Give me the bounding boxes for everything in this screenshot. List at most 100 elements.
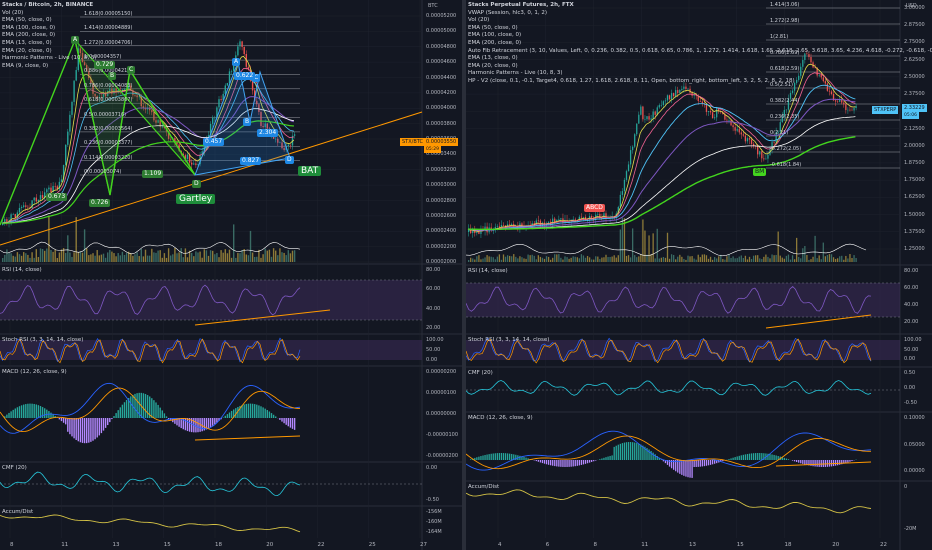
legend-item[interactable]: Vol (20)	[2, 9, 24, 16]
macd-histogram-bar	[644, 446, 646, 460]
volume-bar	[732, 256, 734, 262]
volume-bar	[142, 256, 145, 262]
volume-bar	[722, 259, 724, 262]
macd-histogram-bar	[740, 455, 742, 460]
candle-body	[279, 142, 281, 144]
macd-histogram-bar	[775, 455, 777, 460]
volume-bar	[783, 258, 785, 262]
macd-histogram-bar	[10, 411, 12, 418]
volume-bar	[96, 250, 98, 262]
candle-body	[837, 101, 839, 103]
macd-histogram-bar	[703, 460, 706, 467]
volume-bar	[847, 258, 849, 262]
candle-body	[761, 151, 763, 159]
fib-level-label: -0.272(2.05)	[770, 146, 802, 152]
legend-item[interactable]: EMA (20, close, 0)	[2, 47, 52, 54]
cmf-pane-label: CMF (20)	[2, 465, 27, 471]
macd-histogram-bar	[613, 446, 615, 460]
volume-bar	[793, 259, 796, 262]
macd-histogram-bar	[502, 453, 505, 460]
macd-histogram-bar	[769, 454, 771, 460]
legend-item[interactable]: Auto Fib Retracement (3, 10, Values, Lef…	[468, 47, 932, 54]
legend-item[interactable]: Harmonic Patterns - Live (10, 8, 3)	[468, 70, 563, 77]
legend-item[interactable]: EMA (100, close, 0)	[468, 32, 522, 39]
volume-bar	[642, 219, 644, 262]
macd-histogram-bar	[623, 442, 626, 460]
legend-item[interactable]: HP - V2 (close, 0.1, -0.1, Target4, 0.61…	[468, 77, 795, 84]
macd-histogram-bar	[562, 460, 564, 467]
candle-body	[506, 224, 509, 227]
macd-histogram-bar	[251, 403, 254, 418]
volume-bar	[482, 258, 484, 262]
candle-body	[14, 214, 16, 218]
macd-histogram-bar	[693, 460, 695, 467]
bm-pattern-label: BM	[753, 168, 767, 176]
macd-histogram-bar	[781, 457, 783, 460]
macd-histogram-bar	[241, 405, 243, 418]
legend-item[interactable]: EMA (200, close, 0)	[2, 32, 56, 39]
currency-label: BTC	[428, 3, 438, 9]
candle-body	[820, 74, 822, 78]
volume-bar	[146, 255, 149, 262]
macd-histogram-bar	[121, 404, 124, 418]
volume-bar	[492, 257, 494, 262]
macd-histogram-bar	[262, 407, 264, 418]
date-axis-label: 15	[163, 542, 171, 548]
panel-divider[interactable]	[462, 0, 466, 550]
legend-item[interactable]: EMA (13, close, 0)	[468, 55, 518, 62]
macd-histogram-bar	[201, 418, 203, 432]
legend-item[interactable]: EMA (50, close, 0)	[468, 24, 518, 31]
right-chart-panel[interactable]: Stacks Perpetual Futures, 2h, FTX VWAP (S…	[466, 0, 932, 550]
macd-histogram-bar	[759, 453, 761, 460]
candle-body	[167, 131, 170, 139]
price-axis-label: 2.50000	[904, 73, 925, 80]
volume-bar	[765, 254, 767, 262]
left-chart-panel[interactable]: Stacks / Bitcoin, 2h, BINANCE Vol (20) EMA…	[0, 0, 462, 550]
legend-item[interactable]: EMA (9, close, 0)	[2, 62, 49, 69]
legend-item[interactable]: Stacks Perpetual Futures, 2h, FTX	[468, 2, 574, 8]
macd-histogram-bar	[558, 460, 560, 467]
macd-signal-line	[0, 387, 300, 433]
price-axis-label: 1.25000	[904, 246, 925, 252]
volume-bar	[609, 256, 611, 262]
volume-bar	[188, 250, 191, 262]
legend-item[interactable]: Vol (20)	[468, 17, 490, 24]
legend-item[interactable]: EMA (200, close, 0)	[468, 39, 522, 46]
volume-bar	[547, 256, 550, 262]
candle-body	[748, 138, 751, 140]
volume-bar	[537, 255, 539, 262]
left-chart-canvas[interactable]	[0, 0, 462, 550]
legend-item[interactable]: Stacks / Bitcoin, 2h, BINANCE	[2, 2, 94, 8]
volume-bar	[730, 257, 732, 262]
volume-bar	[268, 249, 271, 262]
volume-bar	[285, 255, 287, 262]
volume-bar	[556, 254, 558, 262]
legend-item[interactable]: EMA (50, close, 0)	[2, 17, 52, 24]
volume-bar	[785, 255, 788, 262]
legend-item[interactable]: VWAP (Session, hlc3, 0, 1, 2)	[468, 9, 548, 16]
candle-body	[142, 106, 145, 109]
macd-histogram-bar	[547, 460, 550, 465]
volume-bar	[787, 254, 790, 262]
date-axis-label: 15	[736, 542, 744, 548]
macd-histogram-bar	[689, 460, 691, 478]
right-chart-canvas[interactable]	[466, 0, 932, 550]
volume-bar	[720, 254, 722, 262]
candle-body	[744, 135, 747, 142]
legend-item[interactable]: EMA (20, close, 0)	[468, 62, 518, 69]
legend-item[interactable]: EMA (100, close, 0)	[2, 24, 56, 31]
volume-bar	[761, 259, 763, 262]
legend-item[interactable]: Harmonic Patterns - Live (10, 8, 3)	[2, 55, 97, 62]
volume-bar	[81, 252, 84, 262]
fib-level-label: -0.618(1.84)	[770, 162, 802, 168]
candle-body	[726, 119, 728, 121]
volume-bar	[855, 258, 857, 262]
fib-level-label: 0.618(0.00003867)	[84, 97, 133, 104]
candle-body	[547, 221, 550, 224]
volume-bar	[529, 255, 531, 262]
macd-line	[0, 382, 301, 434]
macd-histogram-bar	[511, 453, 513, 460]
macd-histogram-bar	[615, 445, 617, 460]
legend-item[interactable]: EMA (13, close, 0)	[2, 39, 52, 46]
volume-bar	[511, 256, 513, 262]
